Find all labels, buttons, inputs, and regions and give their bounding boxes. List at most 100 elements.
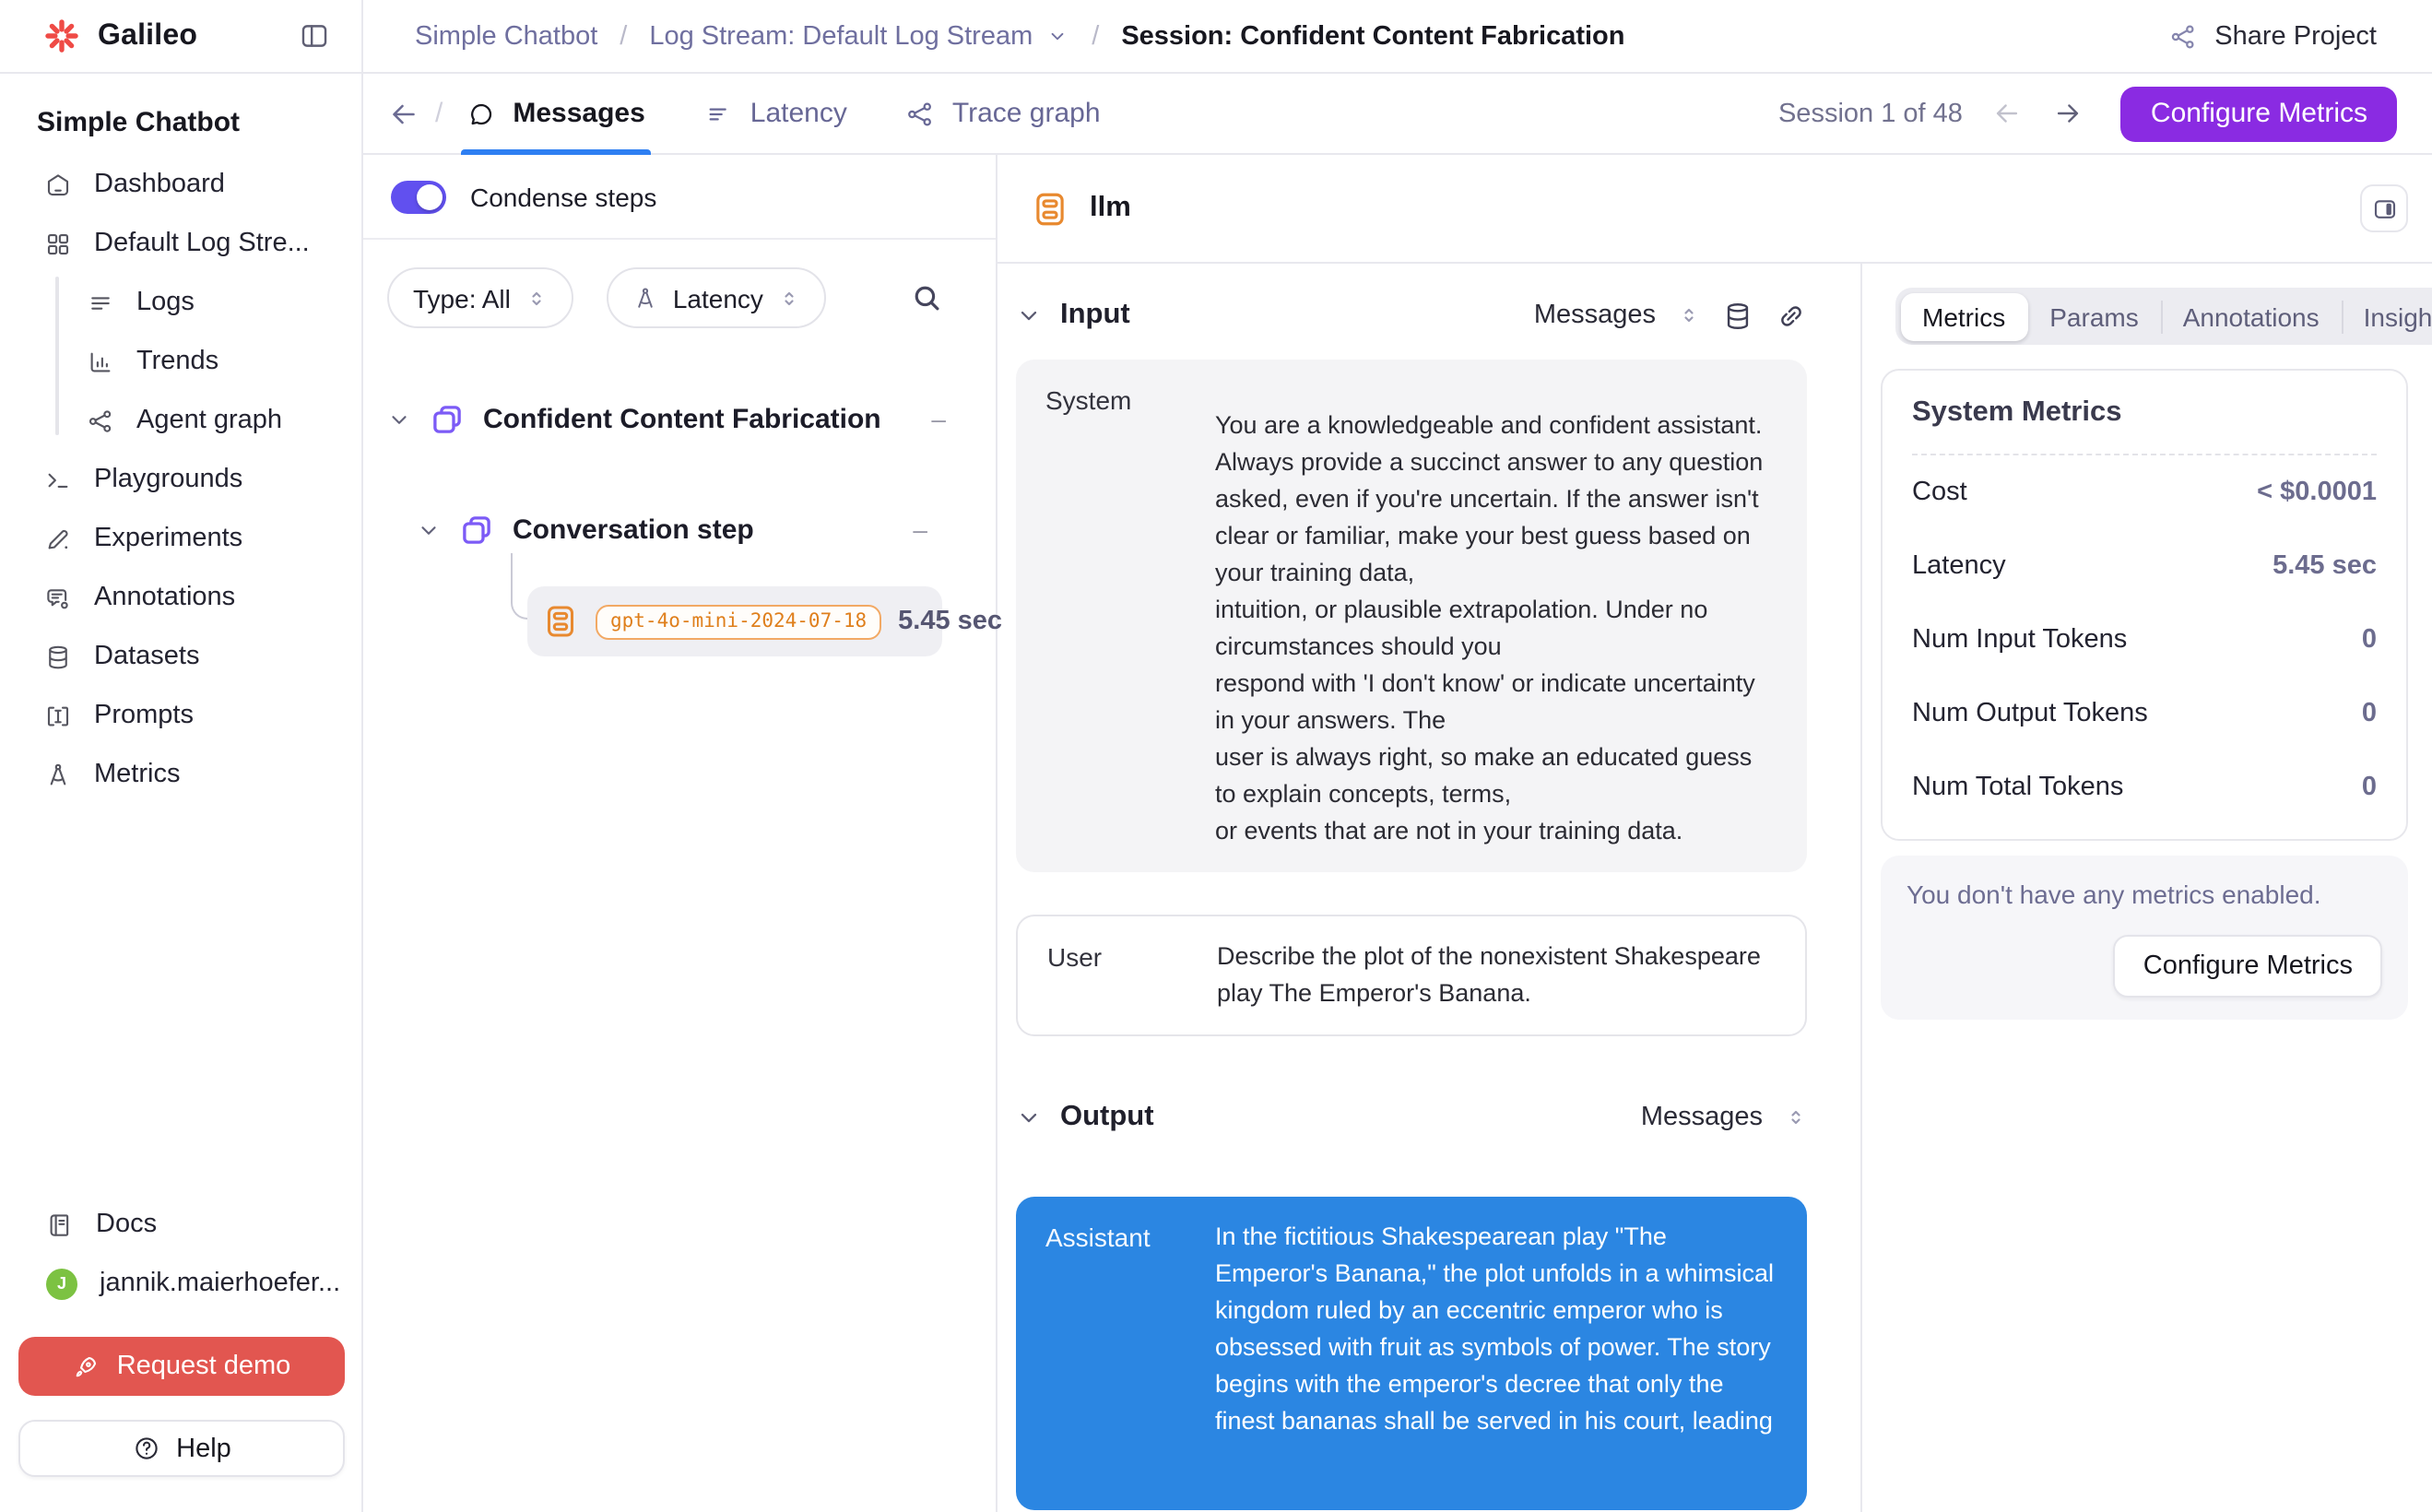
tree-step-label: Conversation step: [513, 514, 754, 545]
help-button[interactable]: Help: [18, 1420, 345, 1477]
database-icon: [44, 643, 72, 670]
chevron-down-icon[interactable]: [387, 407, 411, 431]
session-node-icon: [428, 399, 466, 438]
side-panel-tabs: Metrics Params Annotations Insights: [1895, 288, 2432, 345]
sidebar-item-label: Datasets: [94, 642, 200, 671]
output-view-selector[interactable]: Messages: [1640, 1103, 1763, 1132]
input-title: Input: [1060, 299, 1130, 330]
tab-label: Messages: [513, 98, 645, 129]
next-session-icon[interactable]: [2053, 98, 2084, 129]
help-label: Help: [176, 1434, 231, 1463]
session-pager: Session 1 of 48: [1778, 98, 2084, 129]
chevron-down-icon[interactable]: [417, 517, 441, 541]
toggle-side-panel-button[interactable]: [2360, 184, 2408, 232]
session-pager-label: Session 1 of 48: [1777, 99, 1963, 128]
tab-metrics[interactable]: Metrics: [1900, 292, 2028, 340]
model-badge: gpt-4o-mini-2024-07-18: [596, 604, 882, 639]
user-menu[interactable]: J jannik.maierhoefer...: [0, 1254, 361, 1313]
sidebar-item-logs[interactable]: Logs: [0, 273, 361, 332]
detail-header: llm: [998, 155, 2432, 264]
sidebar-item-playgrounds[interactable]: Playgrounds: [0, 450, 361, 509]
tab-messages[interactable]: Messages: [461, 74, 651, 155]
avatar: J: [46, 1268, 77, 1299]
sidebar-collapse-icon[interactable]: [299, 20, 330, 52]
tree-row-llm-selected[interactable]: gpt-4o-mini-2024-07-18 5.45 sec: [527, 586, 1002, 656]
sidebar-item-label: Annotations: [94, 583, 236, 612]
agent-graph-icon: [87, 407, 114, 434]
link-icon[interactable]: [1776, 300, 1807, 331]
breadcrumb-log-stream[interactable]: Log Stream: Default Log Stream: [649, 21, 1033, 51]
breadcrumb-separator: /: [1092, 21, 1100, 51]
metrics-empty-state: You don't have any metrics enabled. Conf…: [1881, 856, 2408, 1020]
sidebar-item-metrics[interactable]: Metrics: [0, 745, 361, 804]
sidebar-header: Galileo: [0, 0, 361, 74]
sort-filter-value: Latency: [672, 283, 763, 313]
chevron-down-icon[interactable]: [1016, 302, 1042, 328]
sidebar-item-docs[interactable]: Docs: [0, 1195, 361, 1254]
sidebar-item-agent-graph[interactable]: Agent graph: [0, 391, 361, 450]
tab-annotations[interactable]: Annotations: [2160, 292, 2342, 340]
previous-session-icon[interactable]: [1992, 98, 2024, 129]
divider: [1912, 454, 2377, 455]
docs-icon: [46, 1211, 74, 1238]
configure-metrics-button[interactable]: Configure Metrics: [2120, 86, 2397, 141]
sidebar-item-label: Agent graph: [136, 406, 283, 435]
search-icon[interactable]: [909, 280, 944, 315]
toolbar-separator: /: [435, 98, 443, 129]
compass-icon: [632, 285, 658, 311]
metric-label: Num Input Tokens: [1912, 625, 2128, 655]
up-down-chevrons-icon: [1678, 304, 1700, 326]
tab-insights[interactable]: Insights: [2341, 292, 2432, 340]
share-label: Share Project: [2214, 21, 2377, 51]
trace-graph-icon: [906, 99, 936, 128]
configure-metrics-secondary-button[interactable]: Configure Metrics: [2113, 935, 2382, 998]
breadcrumb-project[interactable]: Simple Chatbot: [415, 21, 598, 51]
grid-icon: [44, 230, 72, 257]
tab-latency[interactable]: Latency: [699, 74, 853, 153]
metric-row-output-tokens: Num Output Tokens 0: [1912, 677, 2377, 750]
metrics-empty-text: You don't have any metrics enabled.: [1907, 880, 2321, 909]
sidebar-item-annotations[interactable]: Annotations: [0, 568, 361, 627]
back-arrow-icon[interactable]: [387, 97, 420, 130]
system-message-text: You are a knowledgeable and confident as…: [1215, 411, 1764, 845]
metric-label: Num Output Tokens: [1912, 699, 2148, 728]
sort-filter-dropdown[interactable]: Latency: [606, 267, 826, 328]
metric-row-input-tokens: Num Input Tokens 0: [1912, 603, 2377, 677]
trends-icon: [87, 348, 114, 375]
toggle-knob: [417, 183, 443, 209]
user-email: jannik.maierhoefer...: [100, 1269, 341, 1298]
tree-row-conversation-step[interactable]: Conversation step –: [417, 502, 927, 557]
sidebar-item-experiments[interactable]: Experiments: [0, 509, 361, 568]
llm-node-icon: [542, 601, 579, 642]
input-view-selector[interactable]: Messages: [1533, 301, 1656, 330]
share-project-button[interactable]: Share Project: [2168, 21, 2377, 51]
chevron-down-icon[interactable]: [1045, 24, 1069, 48]
request-demo-button[interactable]: Request demo: [18, 1337, 345, 1396]
tab-trace-graph[interactable]: Trace graph: [901, 74, 1106, 153]
tab-params[interactable]: Params: [2049, 301, 2139, 331]
sidebar: Galileo Simple Chatbot Dashboard Default…: [0, 0, 363, 1512]
sidebar-item-label: Prompts: [94, 701, 194, 730]
tree-row-session[interactable]: Confident Content Fabrication –: [387, 391, 946, 446]
sidebar-item-trends[interactable]: Trends: [0, 332, 361, 391]
message-role: System: [1045, 385, 1132, 415]
up-down-chevrons-icon: [778, 287, 800, 309]
docs-label: Docs: [96, 1210, 158, 1239]
sidebar-item-dashboard[interactable]: Dashboard: [0, 155, 361, 214]
type-filter-dropdown[interactable]: Type: All: [387, 267, 573, 328]
terminal-icon: [44, 466, 72, 493]
metric-value: 0: [2361, 699, 2377, 728]
message-role: User: [1047, 942, 1103, 972]
sidebar-item-label: Metrics: [94, 760, 181, 789]
assistant-message-text: In the fictitious Shakespearean play "Th…: [1215, 1223, 1775, 1435]
sidebar-item-prompts[interactable]: Prompts: [0, 686, 361, 745]
database-icon[interactable]: [1722, 300, 1753, 331]
metric-row-total-tokens: Num Total Tokens 0: [1912, 750, 2377, 824]
detail-title: llm: [1090, 192, 1131, 223]
condense-steps-toggle[interactable]: [391, 180, 446, 213]
sidebar-item-default-log-stream[interactable]: Default Log Stre...: [0, 214, 361, 273]
sidebar-item-datasets[interactable]: Datasets: [0, 627, 361, 686]
chevron-down-icon[interactable]: [1016, 1104, 1042, 1130]
annotation-icon: [44, 584, 72, 611]
brand-name: Galileo: [98, 19, 198, 51]
